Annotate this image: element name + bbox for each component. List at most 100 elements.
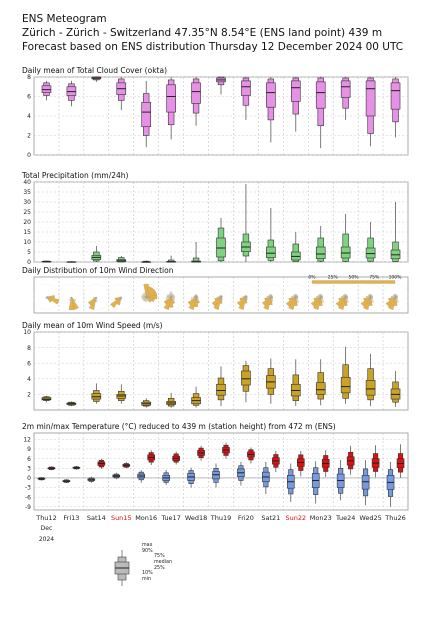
legend-label: 25%: [154, 565, 165, 571]
legend-label: max: [142, 543, 153, 548]
cloud-box-inner: [191, 82, 201, 104]
day-label: Wed18: [185, 514, 207, 522]
wind-rose-sector: [219, 295, 222, 298]
wind-rose-sector: [385, 296, 396, 307]
precip-ytick-label: 20: [23, 219, 31, 226]
wind-rose-ring: [357, 283, 384, 311]
wind-rose-sector: [146, 296, 152, 303]
wind-rose-sector: [237, 296, 247, 306]
temperature-ytick-label: 3: [27, 465, 31, 472]
wind-rose-sector: [316, 295, 321, 299]
cloud-ytick-label: 6: [27, 94, 31, 101]
day-label: Fri13: [63, 514, 79, 522]
location-line: Zürich - Zürich - Switzerland 47.35°N 8.…: [22, 27, 383, 39]
forecast-line: Forecast based on ENS distribution Thurs…: [22, 41, 404, 53]
wind-direction-panel-title: Daily Distribution of 10m Wind Direction: [22, 266, 174, 275]
cloud-box-inner: [166, 84, 176, 113]
meteogram-title: ENS Meteogram: [22, 13, 107, 25]
precip-ytick-label: 0: [27, 259, 31, 266]
wind-rose-sector: [194, 294, 197, 298]
wind-rose-ring: [382, 283, 409, 311]
wind-rose-sector: [239, 296, 247, 301]
cloud-box-inner: [315, 81, 326, 109]
temperature-ytick-label: 6: [27, 456, 31, 463]
wind-rose-ring: [83, 283, 110, 311]
wind-speed-ytick-label: 4: [27, 376, 31, 383]
wind-rose-sector: [187, 296, 197, 306]
legend-label: 10%: [142, 570, 153, 576]
wind-scale-bar: [311, 280, 396, 284]
wind-speed-box-inner: [241, 370, 251, 386]
wind-rose-ring: [207, 283, 235, 311]
cloud-box-inner: [290, 80, 301, 102]
wind-rose-ring: [132, 283, 160, 311]
wind-rose-sector: [69, 296, 72, 299]
day-label: Sun15: [111, 514, 132, 522]
precip-ytick-label: 10: [23, 239, 31, 246]
temperature-panel-title: 2m min/max Temperature (°C) reduced to 4…: [22, 422, 336, 431]
wind-rose-sector: [242, 296, 246, 298]
wind-rose-sector: [169, 291, 173, 298]
day-label: Mon23: [310, 514, 332, 522]
cloud-box-inner: [365, 80, 376, 117]
temperature-ytick-label: -6: [25, 494, 31, 501]
wind-rose-ring: [282, 283, 309, 311]
wind-rose-sector: [211, 296, 222, 307]
wind-direction-frame: [33, 276, 409, 314]
cloud-box-inner: [340, 80, 351, 98]
day-label: Wed25: [359, 514, 381, 522]
wind-rose-sector: [393, 293, 396, 298]
wind-rose-sector: [360, 296, 371, 307]
wind-rose-sector: [143, 292, 147, 298]
legend-label: median: [154, 559, 172, 565]
cloud-ytick-label: 4: [27, 113, 31, 120]
wind-speed-box-inner: [365, 380, 376, 396]
wind-rose-sector: [368, 293, 371, 298]
legend-label: min: [142, 576, 151, 582]
wind-scale-label: 50%: [348, 275, 359, 281]
legend-label: 90%: [142, 548, 153, 554]
temperature-ytick-label: -9: [25, 504, 31, 511]
temperature-frame: [33, 432, 409, 511]
day-label: Tue17: [160, 514, 180, 522]
wind-rose-sector: [338, 296, 346, 302]
precip-ytick-label: 30: [23, 199, 31, 206]
precip-box-inner: [365, 247, 376, 259]
wind-rose-ring: [232, 283, 260, 311]
precip-box-inner: [266, 246, 276, 258]
wind-scale-label: 0%: [308, 275, 316, 281]
wind-rose-ring: [33, 283, 60, 311]
wind-rose-sector: [291, 295, 296, 299]
cloud-ytick-label: 8: [27, 74, 31, 81]
precip-ytick-label: 5: [27, 249, 31, 256]
wind-rose-ring: [157, 283, 185, 311]
wind-speed-ytick-label: 10: [23, 329, 31, 336]
wind-rose-sector: [163, 296, 172, 305]
cloud-panel-title: Daily mean of Total Cloud Cover (okta): [22, 66, 168, 75]
precip-ytick-label: 35: [23, 189, 31, 196]
wind-rose-sector: [146, 294, 158, 300]
wind-speed-frame: [33, 331, 409, 411]
wind-scale-label: 25%: [328, 275, 339, 281]
temperature-ytick-label: -3: [25, 485, 31, 492]
wind-speed-ytick-label: 6: [27, 360, 31, 367]
day-label: Thu12: [35, 514, 56, 522]
wind-rose-sector: [190, 296, 197, 301]
wind-rose-sector: [313, 296, 321, 302]
wind-speed-box-inner: [216, 383, 226, 396]
wind-rose-sector: [363, 296, 371, 302]
wind-rose-sector: [335, 296, 346, 307]
wind-rose-ring: [182, 283, 210, 311]
wind-rose-sector: [46, 296, 53, 303]
wind-rose-sector: [341, 295, 346, 299]
cloud-box-inner: [241, 80, 251, 96]
wind-speed-ytick-label: 8: [27, 345, 31, 352]
wind-rose-sector: [293, 293, 296, 298]
precip-panel-title: Total Precipitation (mm/24h): [22, 171, 129, 180]
wind-rose-sector: [45, 296, 47, 299]
wind-rose-ring: [307, 283, 334, 311]
cloud-ytick-label: 2: [27, 133, 31, 140]
day-label: Sat21: [261, 514, 280, 522]
wind-rose-sector: [343, 293, 346, 298]
